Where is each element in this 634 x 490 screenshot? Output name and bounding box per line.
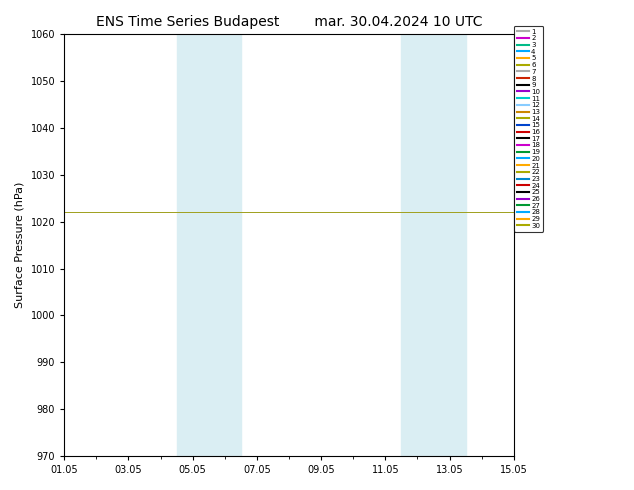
Bar <box>177 34 241 456</box>
Bar <box>401 34 465 456</box>
Title: ENS Time Series Budapest        mar. 30.04.2024 10 UTC: ENS Time Series Budapest mar. 30.04.2024… <box>96 15 482 29</box>
Y-axis label: Surface Pressure (hPa): Surface Pressure (hPa) <box>15 182 25 308</box>
Legend: 1, 2, 3, 4, 5, 6, 7, 8, 9, 10, 11, 12, 13, 14, 15, 16, 17, 18, 19, 20, 21, 22, 2: 1, 2, 3, 4, 5, 6, 7, 8, 9, 10, 11, 12, 1… <box>514 26 543 232</box>
